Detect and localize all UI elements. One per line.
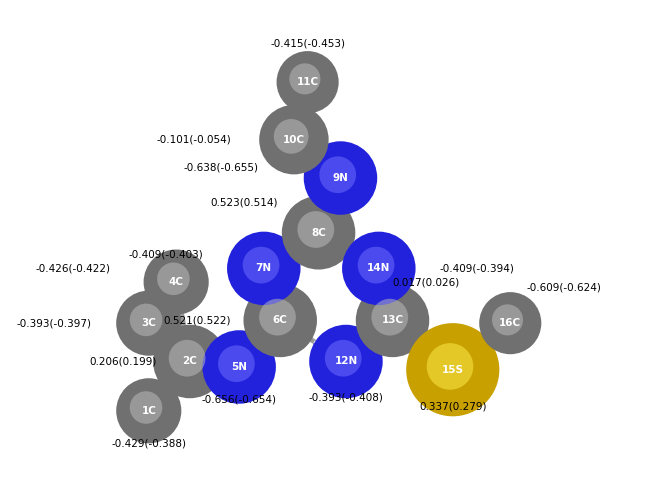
Point: [505, 319, 516, 327]
Point: [272, 313, 283, 321]
Text: -0.409(-0.403): -0.409(-0.403): [129, 250, 204, 260]
Point: [231, 360, 242, 368]
Text: -0.609(-0.624): -0.609(-0.624): [527, 282, 602, 293]
Text: 0.337(0.279): 0.337(0.279): [419, 402, 486, 412]
Point: [502, 316, 513, 324]
Text: -0.429(-0.388): -0.429(-0.388): [111, 439, 186, 449]
Point: [335, 174, 346, 182]
Text: -0.638(-0.655): -0.638(-0.655): [184, 162, 259, 172]
Point: [234, 363, 245, 371]
Point: [171, 278, 182, 286]
Text: 9N: 9N: [332, 173, 348, 183]
Point: [332, 171, 343, 179]
Point: [387, 317, 398, 324]
Text: 0.017(0.026): 0.017(0.026): [393, 277, 460, 287]
Text: 11C: 11C: [297, 77, 319, 87]
Text: 13C: 13C: [381, 315, 403, 325]
Text: 5N: 5N: [231, 362, 247, 372]
Point: [299, 75, 310, 83]
Text: -0.393(-0.397): -0.393(-0.397): [16, 318, 91, 328]
Point: [182, 354, 192, 362]
Text: 4C: 4C: [169, 277, 184, 287]
Text: 16C: 16C: [499, 318, 521, 328]
Point: [289, 136, 299, 144]
Text: 3C: 3C: [141, 318, 156, 328]
Text: -0.426(-0.422): -0.426(-0.422): [36, 263, 111, 273]
Point: [259, 265, 269, 272]
Text: 6C: 6C: [273, 315, 287, 325]
Text: -0.393(-0.408): -0.393(-0.408): [308, 392, 383, 402]
Text: 0.523(0.514): 0.523(0.514): [210, 198, 277, 208]
Point: [184, 358, 195, 365]
Text: 15S: 15S: [442, 365, 464, 375]
Point: [340, 358, 351, 365]
Point: [141, 403, 151, 411]
Text: 2C: 2C: [182, 357, 197, 366]
Text: 0.521(0.522): 0.521(0.522): [163, 315, 231, 325]
Point: [313, 229, 324, 237]
Point: [141, 316, 151, 324]
Point: [371, 261, 381, 269]
Point: [338, 354, 348, 362]
Point: [373, 265, 384, 272]
Text: 10C: 10C: [283, 134, 305, 145]
Text: -0.656(-0.654): -0.656(-0.654): [202, 395, 277, 405]
Text: -0.415(-0.453): -0.415(-0.453): [270, 39, 345, 49]
Point: [256, 261, 267, 269]
Text: 1C: 1C: [141, 406, 156, 416]
Text: 8C: 8C: [311, 228, 326, 238]
Point: [168, 275, 179, 282]
Text: 12N: 12N: [334, 357, 358, 366]
Point: [302, 78, 313, 86]
Point: [286, 133, 297, 140]
Text: -0.409(-0.394): -0.409(-0.394): [439, 263, 514, 273]
Point: [448, 366, 458, 374]
Text: 7N: 7N: [256, 263, 272, 273]
Point: [275, 317, 285, 324]
Point: [310, 226, 321, 233]
Point: [385, 313, 395, 321]
Point: [143, 407, 154, 415]
Text: 0.206(0.199): 0.206(0.199): [90, 357, 157, 366]
Text: 14N: 14N: [367, 263, 391, 273]
Text: -0.101(-0.054): -0.101(-0.054): [156, 134, 231, 145]
Point: [143, 319, 154, 327]
Point: [445, 362, 456, 370]
